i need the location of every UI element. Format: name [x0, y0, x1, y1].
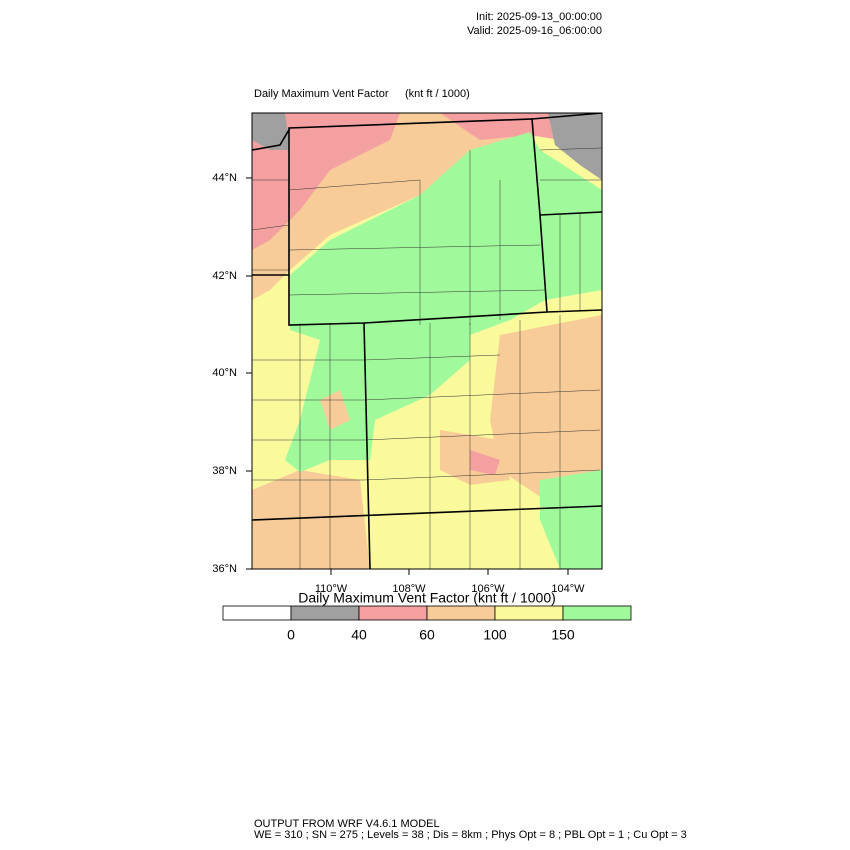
lon-label: 104°W [551, 583, 585, 595]
map-fill [252, 470, 370, 569]
colorbar-box [494, 605, 564, 621]
map-fill [540, 470, 602, 569]
lat-label: 44°N [212, 172, 237, 184]
map-units: (knt ft / 1000) [405, 88, 470, 100]
lon-label: 106°W [471, 583, 505, 595]
lat-label: 42°N [212, 270, 237, 282]
colorbar: 0 40 60 100 150 [222, 605, 632, 643]
colorbar-label: 100 [483, 627, 507, 643]
colorbar-title: Daily Maximum Vent Factor (knt ft / 1000… [298, 590, 556, 606]
map: 44°N 42°N 40°N 38°N 36°N 110°W 108°W 106… [212, 112, 603, 595]
map-frame [251, 112, 603, 570]
lat-label: 38°N [212, 465, 237, 477]
valid-time: Valid: 2025-09-16_06:00:00 [467, 25, 602, 37]
colorbar-label: 60 [419, 627, 435, 643]
lat-ticks [246, 177, 569, 575]
footer-line: OUTPUT FROM WRF V4.6.1 MODEL [254, 818, 440, 830]
init-time: Init: 2025-09-13_00:00:00 [476, 11, 602, 23]
map-fill [470, 450, 500, 475]
map-fill [490, 315, 602, 500]
lon-label: 108°W [392, 583, 426, 595]
map-title: Daily Maximum Vent Factor [254, 88, 389, 100]
colorbar-box [222, 605, 292, 621]
colorbar-label: 0 [287, 627, 295, 643]
colorbar-box [562, 605, 632, 621]
colorbar-label: 40 [351, 627, 367, 643]
colorbar-box [290, 605, 360, 621]
footer-line: WE = 310 ; SN = 275 ; Levels = 38 ; Dis … [254, 829, 687, 841]
map-fill [285, 132, 602, 472]
map-fill [548, 113, 602, 180]
colorbar-label: 150 [551, 627, 575, 643]
colorbar-box [426, 605, 496, 621]
colorbar-box [358, 605, 428, 621]
lat-label: 40°N [212, 367, 237, 379]
lon-label: 110°W [315, 583, 348, 595]
lat-label: 36°N [212, 563, 237, 575]
map-fill [252, 113, 290, 150]
